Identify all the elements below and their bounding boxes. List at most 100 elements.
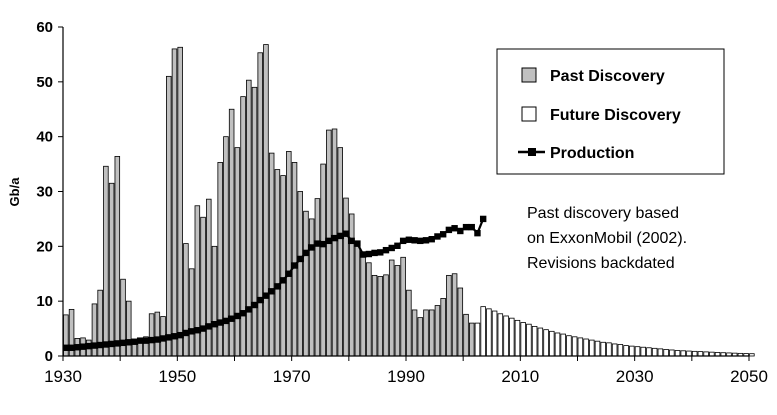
past-discovery-bar-1983 (366, 262, 372, 357)
annotation-line-3: Revisions backdated (527, 255, 675, 272)
production-point-1984 (371, 249, 378, 257)
past-discovery-bar-1977 (331, 128, 338, 357)
x-tick-label-1970: 1970 (273, 367, 311, 386)
past-discovery-bar-1999 (457, 287, 464, 357)
annotation-text: Past discovery based on ExxonMobil (2002… (527, 205, 687, 272)
future-discovery-bar-2005 (491, 310, 498, 357)
past-discovery-bars (63, 44, 475, 357)
legend-swatch-production-marker (528, 148, 536, 156)
production-point-1963 (251, 301, 258, 309)
past-discovery-bar-1960 (234, 147, 241, 357)
production-point-2001 (468, 223, 475, 231)
future-discovery-bar-2016 (554, 332, 561, 357)
production-point-1944 (142, 337, 150, 344)
future-discovery-bar-2014 (543, 329, 549, 357)
production-point-1987 (388, 244, 395, 252)
production-point-1953 (194, 327, 201, 334)
production-point-1930 (62, 344, 70, 351)
legend-swatch-future-discovery (521, 106, 537, 122)
production-point-1947 (159, 335, 167, 342)
past-discovery-bar-1997 (446, 274, 452, 357)
production-point-1958 (222, 317, 230, 325)
production-point-1996 (439, 231, 447, 238)
production-point-1957 (217, 319, 224, 326)
production-point-1961 (239, 310, 247, 317)
future-discovery-bar-2028 (623, 345, 629, 357)
annotation-line-2: on ExxonMobil (2002). (527, 230, 687, 247)
past-discovery-bar-1953 (194, 205, 201, 357)
production-point-1976 (325, 237, 333, 245)
annotation-line-1: Past discovery based (527, 205, 679, 222)
production-point-1962 (245, 306, 252, 313)
production-point-1946 (154, 336, 161, 343)
production-point-1990 (405, 236, 413, 243)
production-point-1968 (279, 277, 287, 284)
past-discovery-bar-1990 (406, 289, 412, 357)
production-point-1956 (211, 321, 218, 328)
past-discovery-bar-1954 (200, 216, 206, 357)
x-tick-label-1990: 1990 (387, 367, 425, 386)
future-discovery-bar-2042 (703, 351, 709, 357)
y-tick-label-40: 40 (36, 129, 53, 146)
production-point-1934 (85, 342, 92, 350)
past-discovery-bar-1980 (348, 213, 355, 357)
future-discovery-bar-2035 (663, 349, 669, 357)
past-discovery-bar-1984 (371, 274, 378, 357)
future-discovery-bar-2036 (669, 349, 675, 357)
production-point-1973 (308, 244, 315, 251)
past-discovery-bar-1978 (337, 147, 344, 357)
past-discovery-bar-1986 (383, 274, 389, 357)
future-discovery-bar-2009 (514, 319, 521, 357)
past-discovery-bar-1992 (417, 317, 424, 357)
production-point-1935 (91, 342, 98, 349)
past-discovery-bar-1989 (400, 256, 406, 357)
future-discovery-bars (474, 306, 755, 357)
past-discovery-bar-1952 (188, 268, 195, 357)
production-point-1964 (257, 296, 264, 304)
past-discovery-bar-1948 (166, 75, 172, 357)
past-discovery-bar-1967 (274, 169, 281, 357)
future-discovery-bar-2006 (497, 313, 504, 357)
production-point-1955 (205, 323, 212, 330)
legend-label-past-discovery: Past Discovery (550, 68, 665, 85)
future-discovery-bar-2007 (503, 315, 509, 357)
past-discovery-bar-1991 (411, 309, 418, 357)
production-point-1943 (136, 337, 144, 344)
past-discovery-bar-1981 (354, 245, 361, 357)
future-discovery-bar-2003 (480, 306, 486, 357)
past-discovery-bar-1939 (114, 156, 121, 357)
future-discovery-bar-2020 (577, 337, 584, 357)
production-point-1997 (445, 226, 453, 234)
future-discovery-bar-2031 (640, 346, 646, 357)
production-point-1994 (428, 236, 435, 243)
future-discovery-bar-2034 (657, 348, 664, 357)
production-point-1995 (434, 233, 441, 240)
future-discovery-bar-2002 (474, 322, 481, 357)
future-discovery-bar-2032 (646, 347, 652, 357)
past-discovery-bar-1946 (154, 311, 161, 357)
past-discovery-bar-1964 (257, 52, 263, 357)
y-tick-label-10: 10 (36, 293, 53, 310)
production-point-1988 (394, 242, 401, 249)
past-discovery-bar-1950 (177, 46, 183, 357)
y-tick-label-0: 0 (45, 348, 53, 365)
future-discovery-bar-2019 (571, 336, 578, 357)
production-point-1972 (302, 249, 310, 257)
production-point-1965 (262, 292, 270, 299)
production-point-1980 (348, 237, 355, 245)
production-point-1960 (234, 312, 241, 320)
past-discovery-bar-1982 (360, 251, 366, 357)
production-point-1998 (451, 225, 458, 232)
future-discovery-bar-2050 (749, 353, 755, 357)
past-discovery-bar-1945 (148, 313, 155, 357)
production-point-1932 (74, 344, 81, 351)
legend: Past Discovery Future Discovery Producti… (496, 48, 725, 175)
past-discovery-bar-1993 (423, 309, 429, 357)
past-discovery-bar-1949 (171, 48, 178, 357)
y-tick-label-20: 20 (36, 238, 53, 255)
future-discovery-bar-2012 (531, 325, 538, 357)
production-point-1931 (68, 344, 75, 351)
production-point-1966 (268, 288, 275, 295)
past-discovery-bar-1941 (126, 300, 132, 357)
past-discovery-bar-1974 (314, 198, 321, 357)
